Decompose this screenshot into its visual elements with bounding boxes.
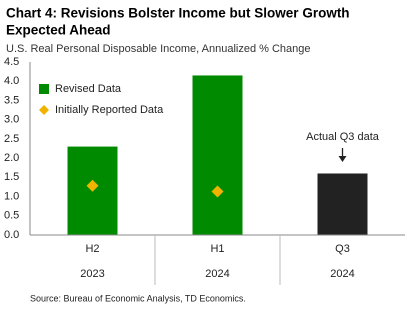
- y-tick-label: 0.0: [4, 229, 19, 241]
- x-group-label: 2024: [205, 268, 229, 280]
- y-tick-label: 2.5: [4, 133, 19, 145]
- chart-title: Chart 4: Revisions Bolster Income but Sl…: [6, 6, 350, 21]
- x-group-label: 2024: [330, 268, 354, 280]
- x-group-label: 2023: [80, 268, 104, 280]
- bar: [317, 173, 368, 235]
- legend-swatch: [39, 84, 49, 94]
- y-tick-label: 0.5: [4, 210, 19, 222]
- legend-label: Initially Reported Data: [55, 104, 164, 116]
- annotation: Actual Q3 data: [306, 131, 380, 143]
- x-tick-label: H2: [85, 243, 99, 255]
- annotation-arrowhead: [338, 156, 347, 162]
- diamond-marker: [211, 185, 224, 198]
- y-tick-label: 4.0: [4, 75, 19, 87]
- x-tick-label: H1: [210, 243, 224, 255]
- y-tick-label: 3.0: [4, 114, 19, 126]
- y-tick-label: 2.0: [4, 152, 19, 164]
- legend-swatch: [39, 105, 49, 115]
- x-tick-label: Q3: [335, 243, 350, 255]
- diamond-marker: [86, 179, 99, 192]
- y-tick-label: 1.0: [4, 190, 19, 202]
- chart-title: Expected Ahead: [6, 23, 111, 38]
- y-tick-label: 1.5: [4, 171, 19, 183]
- y-tick-label: 4.5: [4, 56, 19, 68]
- source: Source: Bureau of Economic Analysis, TD …: [30, 293, 246, 303]
- y-tick-label: 3.5: [4, 94, 19, 106]
- legend-label: Revised Data: [55, 83, 122, 95]
- chart-subtitle: U.S. Real Personal Disposable Income, An…: [6, 43, 311, 55]
- bar: [192, 75, 243, 235]
